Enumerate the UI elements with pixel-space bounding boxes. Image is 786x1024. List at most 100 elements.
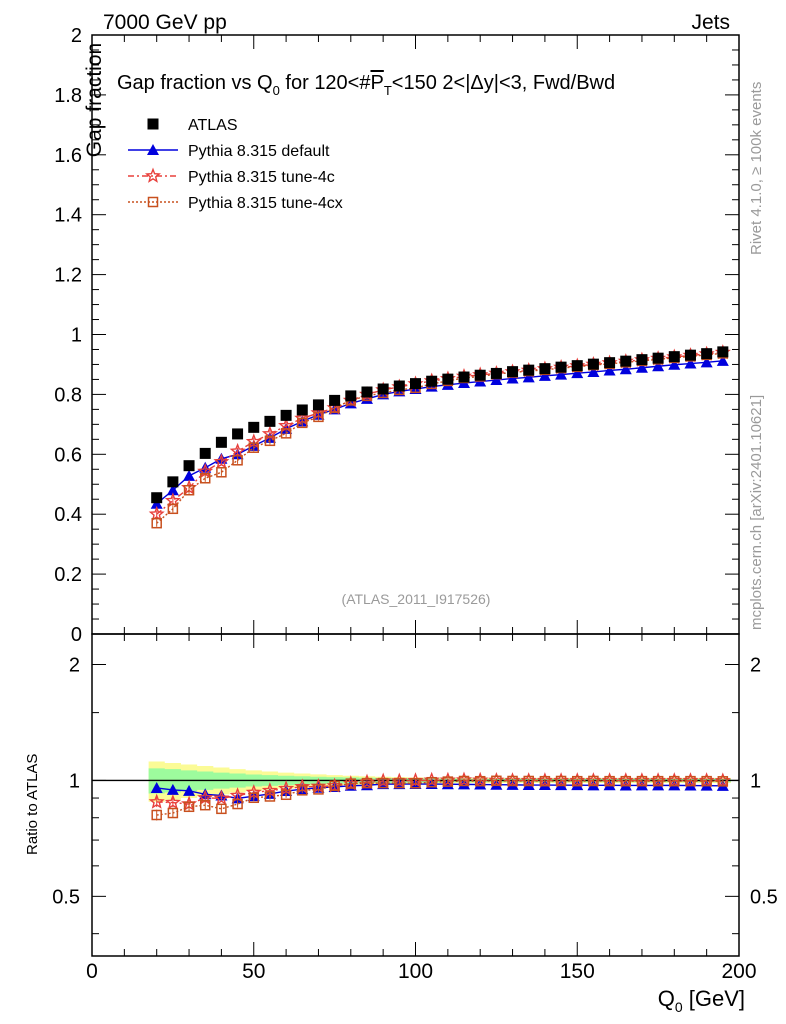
x-axis-label: Q0 [GeV] — [658, 986, 745, 1015]
ratio-point — [229, 787, 246, 803]
ratio-point — [313, 784, 324, 795]
data-point — [636, 354, 648, 366]
ratio-point — [442, 776, 454, 787]
legend-marker — [147, 144, 159, 155]
data-point — [507, 366, 519, 378]
data-point — [216, 467, 227, 478]
data-point — [604, 357, 616, 369]
series-pythia-8-315-tune-4c — [148, 344, 731, 811]
data-point — [442, 373, 454, 385]
x-axis-label-sub: 0 — [675, 999, 683, 1015]
legend-label: Pythia 8.315 default — [188, 143, 330, 160]
data-point — [701, 348, 713, 360]
legend-item: ATLAS — [147, 117, 238, 134]
ratio-point — [151, 809, 162, 821]
x-tick-label: 200 — [721, 960, 756, 983]
x-axis-label-main: Q — [658, 986, 675, 1011]
data-point — [522, 371, 535, 383]
data-point — [215, 436, 227, 448]
data-point — [148, 505, 165, 522]
ratio-point — [555, 779, 568, 791]
ratio-point — [717, 776, 729, 787]
data-point — [684, 349, 696, 361]
series-layer — [148, 344, 731, 821]
legend: ATLAS Pythia 8.315 default Pythia 8.315 tu… — [128, 117, 343, 212]
data-point — [620, 355, 632, 367]
data-point — [297, 417, 308, 429]
legend-marker — [147, 118, 159, 130]
data-point — [167, 476, 179, 488]
data-point — [264, 435, 276, 447]
data-point — [377, 383, 389, 395]
data-point — [183, 484, 195, 496]
data-point — [700, 356, 713, 368]
data-point — [555, 368, 568, 380]
ratio-point — [183, 801, 195, 813]
legend-marker — [144, 167, 162, 183]
data-point — [717, 346, 729, 358]
ratio-point — [213, 789, 230, 806]
data-point — [426, 375, 438, 387]
data-point — [183, 469, 196, 481]
ratio-tick-label: 0.5 — [52, 886, 80, 908]
ratio-point — [603, 779, 616, 791]
data-point — [229, 442, 246, 459]
data-point — [410, 378, 421, 390]
ratio-series-line — [156, 780, 723, 816]
ratio-point — [377, 777, 389, 789]
data-point — [635, 361, 648, 373]
data-point — [199, 447, 211, 459]
y-tick-label: 1.2 — [54, 265, 82, 287]
data-point — [555, 361, 567, 373]
legend-label: Pythia 8.315 tune-4c — [188, 169, 335, 186]
ratio-point — [604, 775, 615, 787]
ratio-tick-label-right: 0.5 — [750, 886, 778, 908]
ratio-point — [507, 775, 518, 787]
ratio-series-line — [156, 779, 723, 805]
data-point — [571, 360, 583, 372]
ratio-point — [199, 799, 211, 811]
series-pythia-8-315-tune-4cx — [151, 348, 729, 821]
ratio-point — [216, 803, 227, 815]
ratio-point — [150, 781, 163, 793]
data-point — [684, 357, 697, 369]
data-point — [280, 409, 292, 421]
x-tick-label: 50 — [242, 960, 265, 983]
data-point — [523, 364, 535, 376]
data-point — [619, 363, 632, 375]
data-point — [361, 386, 373, 398]
ratio-point — [458, 778, 471, 790]
legend-item: Pythia 8.315 default — [128, 143, 330, 160]
ratio-point — [394, 777, 405, 789]
data-point — [296, 404, 308, 416]
title-suffix: <150 2<|Δy|<3, Fwd/Bwd — [392, 72, 615, 94]
ratio-point — [588, 775, 599, 787]
y-tick-label: 0.2 — [54, 564, 82, 586]
data-point — [232, 428, 244, 440]
data-point — [538, 369, 551, 381]
ratio-point — [183, 784, 196, 796]
data-point — [151, 517, 162, 529]
y-tick-label: 0 — [71, 624, 82, 646]
legend-marker — [147, 196, 159, 208]
plot-title: Gap fraction vs Q0 for 120<#PT<150 2<|Δy… — [117, 72, 615, 98]
y-tick-label: 0.8 — [54, 384, 82, 406]
mcplots-label: mcplots.cern.ch [arXiv:2401.10621] — [748, 395, 765, 630]
ratio-point — [555, 775, 567, 787]
ratio-point — [490, 778, 503, 790]
series-atlas — [151, 346, 729, 504]
ratio-point — [297, 785, 308, 796]
data-point — [345, 390, 357, 402]
ratio-point — [652, 779, 665, 791]
y-tick-label: 1 — [71, 325, 82, 347]
ratio-point — [539, 775, 551, 787]
title-sub-t: T — [384, 83, 392, 98]
data-point — [603, 364, 616, 376]
ratio-point — [458, 775, 470, 787]
y-tick-label: 0.4 — [54, 504, 82, 526]
data-point — [280, 428, 292, 439]
ratio-point — [523, 775, 534, 787]
ratio-point — [522, 779, 535, 791]
x-tick-label: 0 — [86, 960, 98, 983]
data-point — [183, 460, 195, 472]
